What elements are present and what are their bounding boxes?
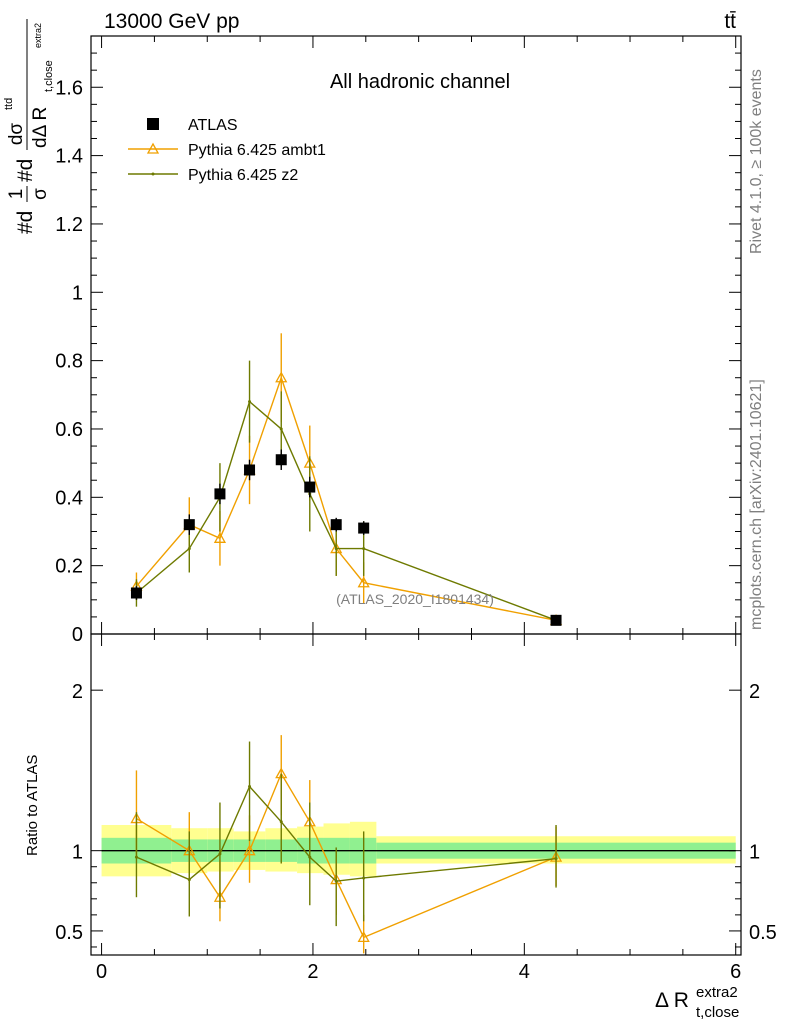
- point-atlas: [130, 587, 142, 599]
- legend-label-atlas: ATLAS: [188, 117, 238, 134]
- ratio-uncertainty-bands: [101, 821, 736, 877]
- main-y-tick-label: 1.6: [55, 77, 83, 99]
- point-atlas: [244, 464, 256, 476]
- svg-text:t,close: t,close: [43, 60, 55, 92]
- point-z2: [334, 547, 338, 551]
- main-y-tick-label: 0.8: [55, 351, 83, 373]
- ratio-y-tick-label-right: 2: [749, 681, 760, 703]
- main-y-tick-label: 0.6: [55, 419, 83, 441]
- svg-text:#d: #d: [14, 211, 37, 234]
- ratio-point-z2: [187, 878, 191, 882]
- main-y-tick-labels: 0 0.2 0.4 0.6 0.8 1 1.2 1.4 1.6: [55, 77, 83, 646]
- point-atlas: [275, 454, 287, 466]
- point-atlas: [183, 519, 195, 531]
- ratio-y-tick-label-left: 0.5: [55, 922, 83, 944]
- point-atlas: [550, 614, 562, 626]
- main-y-tick-label: 1.2: [55, 214, 83, 236]
- x-tick-label: 2: [307, 961, 318, 983]
- ratio-point-z2: [279, 820, 283, 824]
- ratio-frame: [90, 633, 742, 956]
- rivet-label: Rivet 4.1.0, ≥ 100k events: [748, 69, 765, 254]
- ratio-series: [130, 735, 563, 954]
- legend-marker-z2: [151, 172, 155, 176]
- svg-text:σ: σ: [30, 188, 51, 200]
- header-final-state: tt̄: [724, 10, 736, 33]
- svg-text:extra2: extra2: [33, 23, 43, 48]
- main-y-ticks: [91, 35, 741, 635]
- x-tick-label: 0: [96, 961, 107, 983]
- ratio-y-tick-label-right: 0.5: [749, 922, 777, 944]
- svg-text:ttd: ttd: [3, 98, 15, 110]
- svg-text:Δ R: Δ R: [655, 989, 689, 1012]
- point-atlas: [358, 522, 370, 534]
- svg-text:dΔ R: dΔ R: [30, 107, 51, 148]
- ratio-point-ambt1: [357, 931, 370, 942]
- point-ambt1: [213, 531, 227, 543]
- point-ambt1: [275, 371, 288, 383]
- main-y-tick-label: 0.2: [55, 556, 83, 578]
- main-y-axis-label: #d 1 σ #d dσ ttd dΔ R t,close extra2: [3, 19, 55, 234]
- main-series: [130, 333, 563, 626]
- ratio-y-axis-label: Ratio to ATLAS: [24, 755, 41, 856]
- point-atlas: [214, 488, 226, 500]
- mcplots-label: mcplots.cern.ch [arXiv:2401.10621]: [748, 379, 765, 630]
- point-z2: [248, 400, 252, 404]
- main-panel: 0 0.2 0.4 0.6 0.8 1 1.2 1.4 1.6 All hadronic cha…: [3, 19, 742, 646]
- svg-text:#d: #d: [14, 159, 37, 182]
- point-z2: [362, 547, 366, 551]
- x-tick-label: 4: [519, 961, 530, 983]
- main-y-tick-label: 0.4: [55, 487, 83, 509]
- ratio-y-tick-label-left: 1: [72, 842, 83, 864]
- legend: ATLAS Pythia 6.425 ambt1 Pythia 6.425 z2: [128, 117, 326, 184]
- ratio-point-z2: [362, 876, 366, 880]
- ratio-ticks: [91, 634, 741, 955]
- x-tick-label: 6: [730, 961, 741, 983]
- ratio-point-z2: [218, 852, 222, 856]
- ratio-point-z2: [334, 879, 338, 883]
- legend-label-ambt1: Pythia 6.425 ambt1: [188, 142, 326, 159]
- ratio-point-ambt1: [243, 844, 256, 856]
- header-process: 13000 GeV pp: [104, 10, 239, 33]
- point-atlas: [330, 519, 342, 531]
- ratio-point-z2: [248, 784, 252, 788]
- svg-text:extra2: extra2: [696, 984, 738, 1001]
- point-ambt1: [357, 576, 370, 588]
- ratio-point-z2: [134, 855, 138, 859]
- analysis-watermark: (ATLAS_2020_I1801434): [336, 591, 494, 607]
- svg-text:1: 1: [6, 189, 27, 200]
- ratio-point-z2: [554, 857, 558, 861]
- x-axis-label: Δ R extra2 t,close: [655, 984, 739, 1021]
- chart-title: All hadronic channel: [330, 71, 510, 93]
- ratio-y-tick-label-left: 2: [72, 681, 83, 703]
- main-y-tick-label: 1.4: [55, 146, 83, 168]
- point-atlas: [304, 481, 316, 493]
- ratio-panel: 0.5 0.5 1 1 2 2 0 2 4 6 Ratio to ATLAS Δ R extra2…: [24, 633, 777, 1021]
- ratio-tick-labels: 0.5 0.5 1 1 2 2 0 2 4 6: [55, 681, 777, 983]
- svg-text:t,close: t,close: [696, 1004, 739, 1021]
- point-z2: [187, 547, 191, 551]
- svg-text:dσ: dσ: [6, 123, 27, 146]
- ratio-y-tick-label-right: 1: [749, 842, 760, 864]
- main-y-tick-label: 0: [72, 624, 83, 646]
- legend-marker-ambt1: [146, 142, 160, 154]
- legend-marker-atlas: [147, 118, 159, 130]
- point-z2: [279, 427, 283, 431]
- series-line-ambt1: [135, 375, 557, 622]
- ratio-point-z2: [308, 855, 312, 859]
- main-y-tick-label: 1: [72, 282, 83, 304]
- legend-label-z2: Pythia 6.425 z2: [188, 167, 298, 184]
- series-line-z2: [135, 400, 557, 621]
